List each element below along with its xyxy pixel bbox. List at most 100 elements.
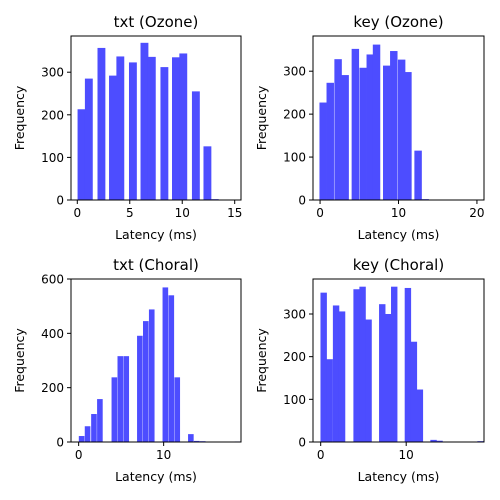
histogram-bar [404,72,412,200]
histogram-bar [84,426,91,442]
histogram-bar [140,42,149,200]
histogram-bar [359,67,367,201]
plot-frame [312,278,485,443]
y-tick-label: 300 [283,65,306,79]
x-tick-label: 0 [75,448,83,462]
histogram-bar [203,146,212,200]
histogram-bar [116,56,125,201]
y-tick-label: 200 [41,108,64,122]
chart-title: key (Ozone) [353,13,443,31]
x-tick-label: 15 [227,206,242,220]
x-axis-label: Latency (ms) [358,469,440,484]
y-tick-label: 200 [283,108,306,122]
x-tick-label: 10 [399,448,414,462]
y-tick-label: 300 [283,307,306,321]
y-tick-label: 600 [41,273,64,287]
histogram-bar [117,356,124,442]
histogram-bar [147,56,156,201]
histogram-bar [383,65,391,201]
histogram-bar [365,319,372,442]
histogram-bar [319,102,327,200]
y-tick-label: 0 [56,436,64,450]
x-tick-label: 0 [73,206,81,220]
histogram-bar [172,57,180,200]
x-tick-label: 5 [126,206,134,220]
histogram-bar [137,335,143,442]
histogram-bar [109,75,117,200]
y-tick-label: 200 [283,350,306,364]
plot-frame [70,35,242,201]
histogram-bar [414,150,422,200]
histogram-bar [77,109,86,200]
histogram-bar [404,287,412,442]
histogram-bar [84,78,93,200]
histogram-bar [91,414,97,442]
chart-panel-0: 0 5 10 15 0 100 200 300 txt (Ozone) Latency (ms) F… [12,13,242,242]
y-tick-label: 100 [41,151,64,165]
y-tick-label: 300 [41,66,64,80]
histogram-bar [97,399,103,442]
x-axis-label: Latency (ms) [115,469,197,484]
histogram-bar [143,321,149,442]
x-tick-label: 0 [316,206,324,220]
y-axis-label: Frequency [12,85,27,150]
chart-title: txt (Ozone) [114,13,199,31]
histogram-bar [391,286,398,442]
x-tick-label: 10 [175,206,190,220]
histogram-bar [390,51,398,200]
histogram-bar [332,305,340,442]
histogram-bar [385,313,392,442]
y-tick-label: 0 [298,194,306,208]
histogram-bar [359,286,366,442]
histogram-bar [191,91,200,200]
histogram-bar [430,439,437,442]
histogram-bar [162,287,169,442]
y-tick-label: 0 [56,194,64,208]
histogram-bar [372,44,381,201]
histogram-bar [326,82,334,200]
histogram-bar [111,377,118,442]
x-tick-label: 0 [317,448,325,462]
x-axis-label: Latency (ms) [115,227,197,242]
x-axis-label: Latency (ms) [358,227,440,242]
histogram-bar [160,67,169,200]
histogram-bar [320,292,327,442]
histogram-bar [379,304,386,442]
histogram-bar [353,289,360,442]
histogram-bar [123,356,130,442]
chart-title: txt (Choral) [113,256,199,274]
y-tick-label: 100 [283,151,306,165]
y-axis-label: Frequency [254,85,269,150]
histogram-bar [334,59,342,201]
y-tick-label: 100 [283,393,306,407]
histogram-bar [338,311,346,442]
x-tick-label: 20 [469,206,484,220]
plot-frame [70,278,242,443]
histogram-bar [326,359,333,442]
histogram-bar [397,59,406,200]
y-tick-label: 0 [298,436,306,450]
histogram-bar [97,47,106,201]
histogram-bar [416,389,424,442]
y-axis-label: Frequency [254,328,269,393]
histogram-bar [351,48,360,200]
y-axis-label: Frequency [12,328,27,393]
histogram-bar [174,377,181,442]
y-tick-label: 200 [41,381,64,395]
x-tick-label: 10 [391,206,406,220]
x-tick-label: 10 [156,448,171,462]
histogram-bar [78,436,85,442]
histogram-bar [148,309,155,442]
chart-title: key (Choral) [353,256,444,274]
y-tick-label: 400 [41,327,64,341]
histogram-bar [410,341,418,442]
histogram-bar [128,62,137,200]
histogram-bar [341,75,349,200]
histogram-bar [188,434,194,442]
histogram-bar [366,54,374,201]
histogram-bar [168,295,175,442]
